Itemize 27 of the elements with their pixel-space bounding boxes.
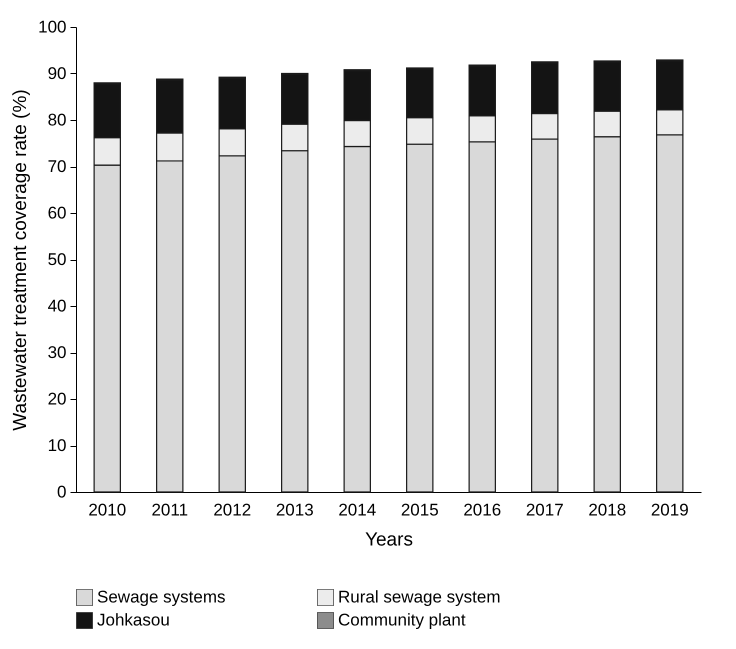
x-tick-label: 2014 bbox=[338, 500, 376, 520]
x-tick-label: 2017 bbox=[526, 500, 564, 520]
x-tick-label: 2016 bbox=[463, 500, 502, 520]
y-tick-label: 30 bbox=[48, 343, 66, 362]
legend-label: Community plant bbox=[338, 610, 466, 630]
x-tick-label: 2013 bbox=[276, 500, 314, 520]
y-tick-label: 40 bbox=[48, 296, 66, 316]
x-tick-label: 2015 bbox=[400, 500, 439, 520]
x-tick-label: 2012 bbox=[213, 500, 252, 520]
x-tick-label: 2010 bbox=[88, 500, 126, 520]
x-tick-label: 2018 bbox=[588, 500, 626, 520]
y-tick-label: 20 bbox=[48, 390, 66, 408]
legend-label: Rural sewage system bbox=[338, 588, 501, 607]
legend-label: Johkasou bbox=[97, 610, 170, 630]
x-tick-label: 2019 bbox=[650, 500, 689, 520]
y-tick-label: 70 bbox=[48, 157, 66, 176]
y-axis-title: Wastewater treatment coverage rate (%) bbox=[10, 89, 32, 431]
y-tick-label: 80 bbox=[48, 110, 66, 130]
y-tick-label: 90 bbox=[48, 64, 66, 83]
y-tick-label: 10 bbox=[48, 436, 66, 455]
y-tick-label: 50 bbox=[48, 250, 66, 269]
y-tick-label: 0 bbox=[57, 482, 66, 502]
y-tick-label: 60 bbox=[48, 204, 66, 222]
x-tick-label: 2011 bbox=[151, 500, 188, 520]
x-axis-title: Years bbox=[365, 530, 413, 550]
y-tick-label: 100 bbox=[38, 18, 66, 36]
legend-label: Sewage systems bbox=[97, 588, 226, 607]
